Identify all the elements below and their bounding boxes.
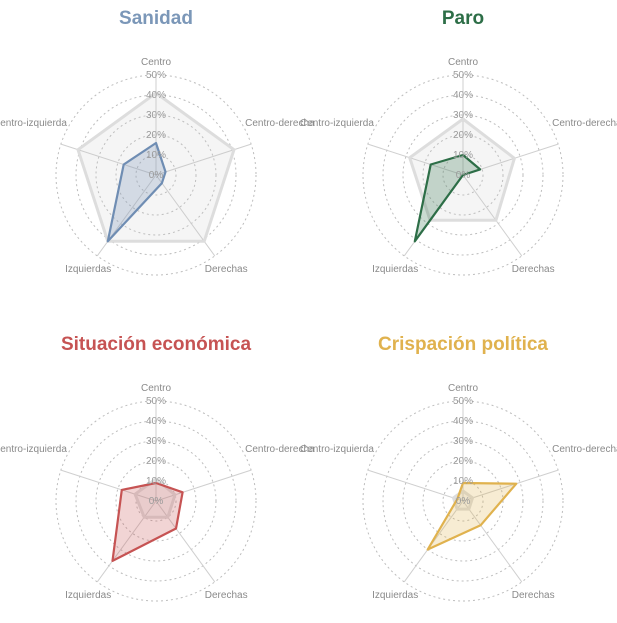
spoke-derechas [155, 500, 216, 583]
axis-label-centro-izquierda: Centro-izquierda [300, 118, 374, 129]
tick-label: 0% [456, 170, 471, 181]
panel-title: Sanidad [119, 8, 193, 29]
tick-label: 40% [146, 416, 166, 427]
spoke-centro-izquierda [367, 143, 464, 176]
tick-label: 10% [453, 150, 473, 161]
axis-label-izquierdas: Izquierdas [65, 590, 111, 601]
grid-circle [422, 460, 504, 542]
tick-label: 40% [146, 90, 166, 101]
axis-label-derechas: Derechas [205, 264, 248, 275]
tick-label: 10% [453, 476, 473, 487]
radar-panel-situacion-economica: Situación económica 0% 10% 20% 30% 40% 50% Cent… [0, 334, 315, 602]
tick-label: 30% [146, 436, 166, 447]
tick-label: 0% [149, 496, 164, 507]
spoke-izquierdas [96, 500, 157, 583]
tick-label: 20% [453, 130, 473, 141]
tick-label: 0% [456, 496, 471, 507]
grid-circle [95, 440, 217, 562]
grid-circle [115, 460, 197, 542]
grid-circle [115, 134, 197, 216]
axis-label-derechas: Derechas [512, 590, 555, 601]
reference-polygon [76, 91, 236, 243]
grid-circle [442, 480, 484, 522]
axis-label-izquierdas: Izquierdas [372, 590, 418, 601]
axis-label-centro-derecha: Centro-derecha [552, 444, 617, 455]
radar-panel-paro: Paro 0% 10% 20% 30% 40% 50% Centro Centro-derech… [300, 8, 617, 276]
radar-panel-sanidad: Sanidad 0% 10% 20% 30% 40% 50% Centro Centro-der… [0, 8, 315, 276]
axis-label-derechas: Derechas [512, 264, 555, 275]
panel-title: Situación económica [61, 334, 251, 355]
tick-label: 40% [453, 90, 473, 101]
axis-label-centro-izquierda: Centro-izquierda [0, 118, 67, 129]
grid-circle [135, 480, 177, 522]
radar-panel-crispacion-politica: Crispación política 0% 10% 20% 30% 40% 50% Cent… [300, 334, 617, 602]
tick-label: 50% [453, 396, 473, 407]
grid-circle [135, 154, 177, 196]
tick-label: 20% [146, 130, 166, 141]
tick-label: 0% [149, 170, 164, 181]
axis-label-derechas: Derechas [205, 590, 248, 601]
axis-label-centro: Centro [448, 383, 478, 394]
panel-title: Paro [442, 8, 484, 29]
grid-circle [422, 134, 504, 216]
axis-label-centro-derecha: Centro-derecha [245, 444, 315, 455]
grid-circle [402, 440, 524, 562]
panel-title: Crispación política [378, 334, 548, 355]
tick-label: 10% [146, 150, 166, 161]
tick-label: 20% [453, 456, 473, 467]
data-polygon [106, 141, 167, 243]
tick-label: 50% [146, 70, 166, 81]
reference-polygon [133, 477, 177, 519]
tick-label: 50% [453, 70, 473, 81]
tick-label: 40% [453, 416, 473, 427]
axis-label-izquierdas: Izquierdas [372, 264, 418, 275]
axis-label-centro-derecha: Centro-derecha [552, 118, 617, 129]
data-polygon [426, 481, 518, 551]
tick-label: 30% [453, 110, 473, 121]
axis-label-centro: Centro [448, 57, 478, 68]
reference-polygon [408, 117, 516, 222]
tick-label: 30% [453, 436, 473, 447]
tick-label: 30% [146, 110, 166, 121]
data-polygon [111, 481, 184, 563]
axis-label-izquierdas: Izquierdas [65, 264, 111, 275]
spoke-derechas [462, 500, 523, 583]
tick-label: 20% [146, 456, 166, 467]
spoke-centro-derecha [155, 469, 252, 502]
axis-label-centro-izquierda: Centro-izquierda [0, 444, 67, 455]
data-polygon [413, 153, 482, 243]
tick-label: 50% [146, 396, 166, 407]
spoke-derechas [462, 174, 523, 257]
grid-circle [402, 114, 524, 236]
axis-label-centro: Centro [141, 383, 171, 394]
spoke-centro-derecha [462, 469, 559, 502]
tick-label: 10% [146, 476, 166, 487]
axis-label-centro: Centro [141, 57, 171, 68]
axis-label-centro-derecha: Centro-derecha [245, 118, 315, 129]
axis-label-centro-izquierda: Centro-izquierda [300, 444, 374, 455]
spoke-centro-izquierda [367, 469, 464, 502]
spoke-centro-izquierda [60, 469, 157, 502]
grid-circle [95, 114, 217, 236]
grid-circle [442, 154, 484, 196]
